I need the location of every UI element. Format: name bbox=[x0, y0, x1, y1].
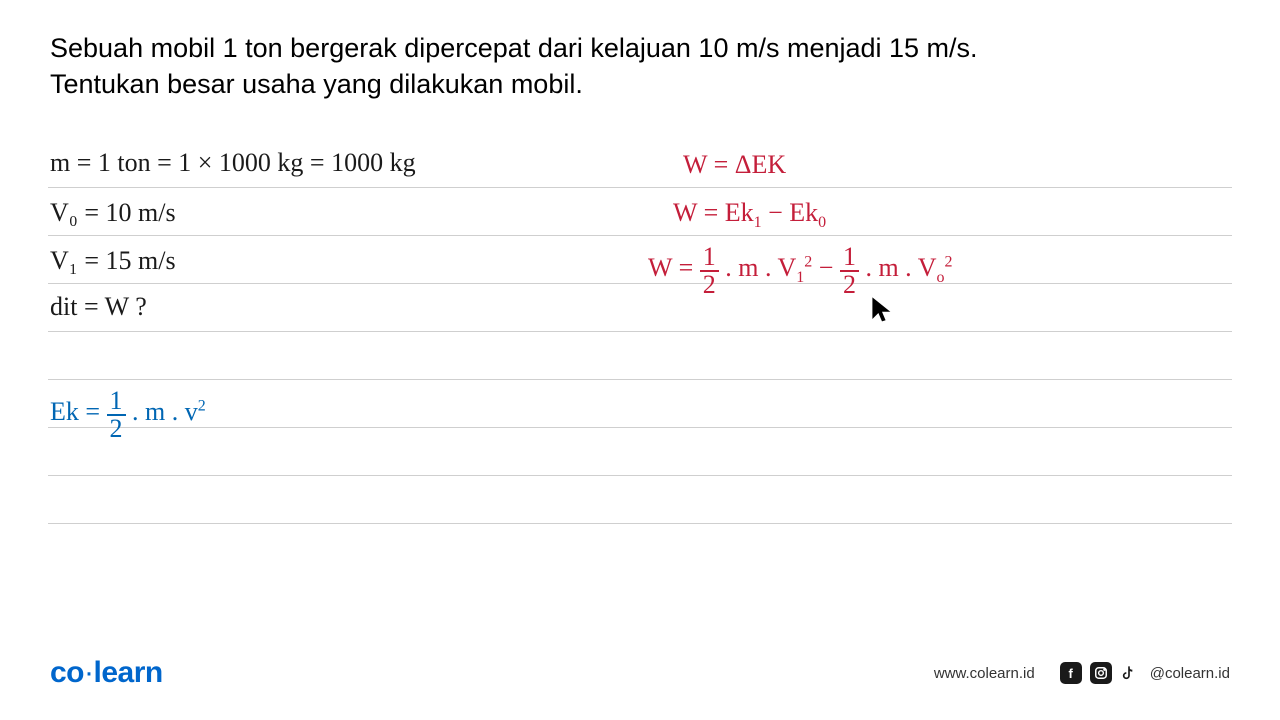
rule-line bbox=[48, 476, 1232, 524]
instagram-icon bbox=[1090, 662, 1112, 684]
brand-logo: co·learn bbox=[50, 656, 163, 690]
given-mass: m = 1 ton = 1 × 1000 kg = 1000 kg bbox=[50, 148, 416, 178]
problem-line1: Sebuah mobil 1 ton bergerak dipercepat d… bbox=[50, 33, 978, 63]
problem-line2: Tentukan besar usaha yang dilakukan mobi… bbox=[50, 69, 583, 99]
rule-line bbox=[48, 428, 1232, 476]
work-eq1: W = ΔEK bbox=[683, 150, 786, 180]
social-icons: f @colearn.id bbox=[1060, 662, 1230, 684]
rule-line: V₀ = 10 m/s W = Ek1 − Ek0 bbox=[48, 188, 1232, 236]
problem-statement: Sebuah mobil 1 ton bergerak dipercepat d… bbox=[50, 30, 1230, 103]
website-url: www.colearn.id bbox=[934, 665, 1035, 682]
rule-line: dit = W ? bbox=[48, 284, 1232, 332]
rule-line: m = 1 ton = 1 × 1000 kg = 1000 kg W = ΔE… bbox=[48, 140, 1232, 188]
given-v0: V₀ = 10 m/s bbox=[50, 198, 176, 228]
rule-line: V₁ = 15 m/s W = 12 . m . V12 − 12 . m . … bbox=[48, 236, 1232, 284]
rule-line bbox=[48, 332, 1232, 380]
facebook-icon: f bbox=[1060, 662, 1082, 684]
ruled-paper: m = 1 ton = 1 × 1000 kg = 1000 kg W = ΔE… bbox=[48, 140, 1232, 524]
footer: co·learn www.colearn.id f @colearn.id bbox=[0, 656, 1280, 690]
rule-line: Ek = 12 . m . v2 bbox=[48, 380, 1232, 428]
cursor-icon bbox=[870, 295, 894, 323]
given-asked: dit = W ? bbox=[50, 292, 147, 322]
tiktok-icon bbox=[1120, 662, 1138, 684]
work-eq2: W = Ek1 − Ek0 bbox=[673, 198, 826, 232]
social-handle: @colearn.id bbox=[1150, 665, 1230, 682]
given-v1: V₁ = 15 m/s bbox=[50, 246, 176, 276]
